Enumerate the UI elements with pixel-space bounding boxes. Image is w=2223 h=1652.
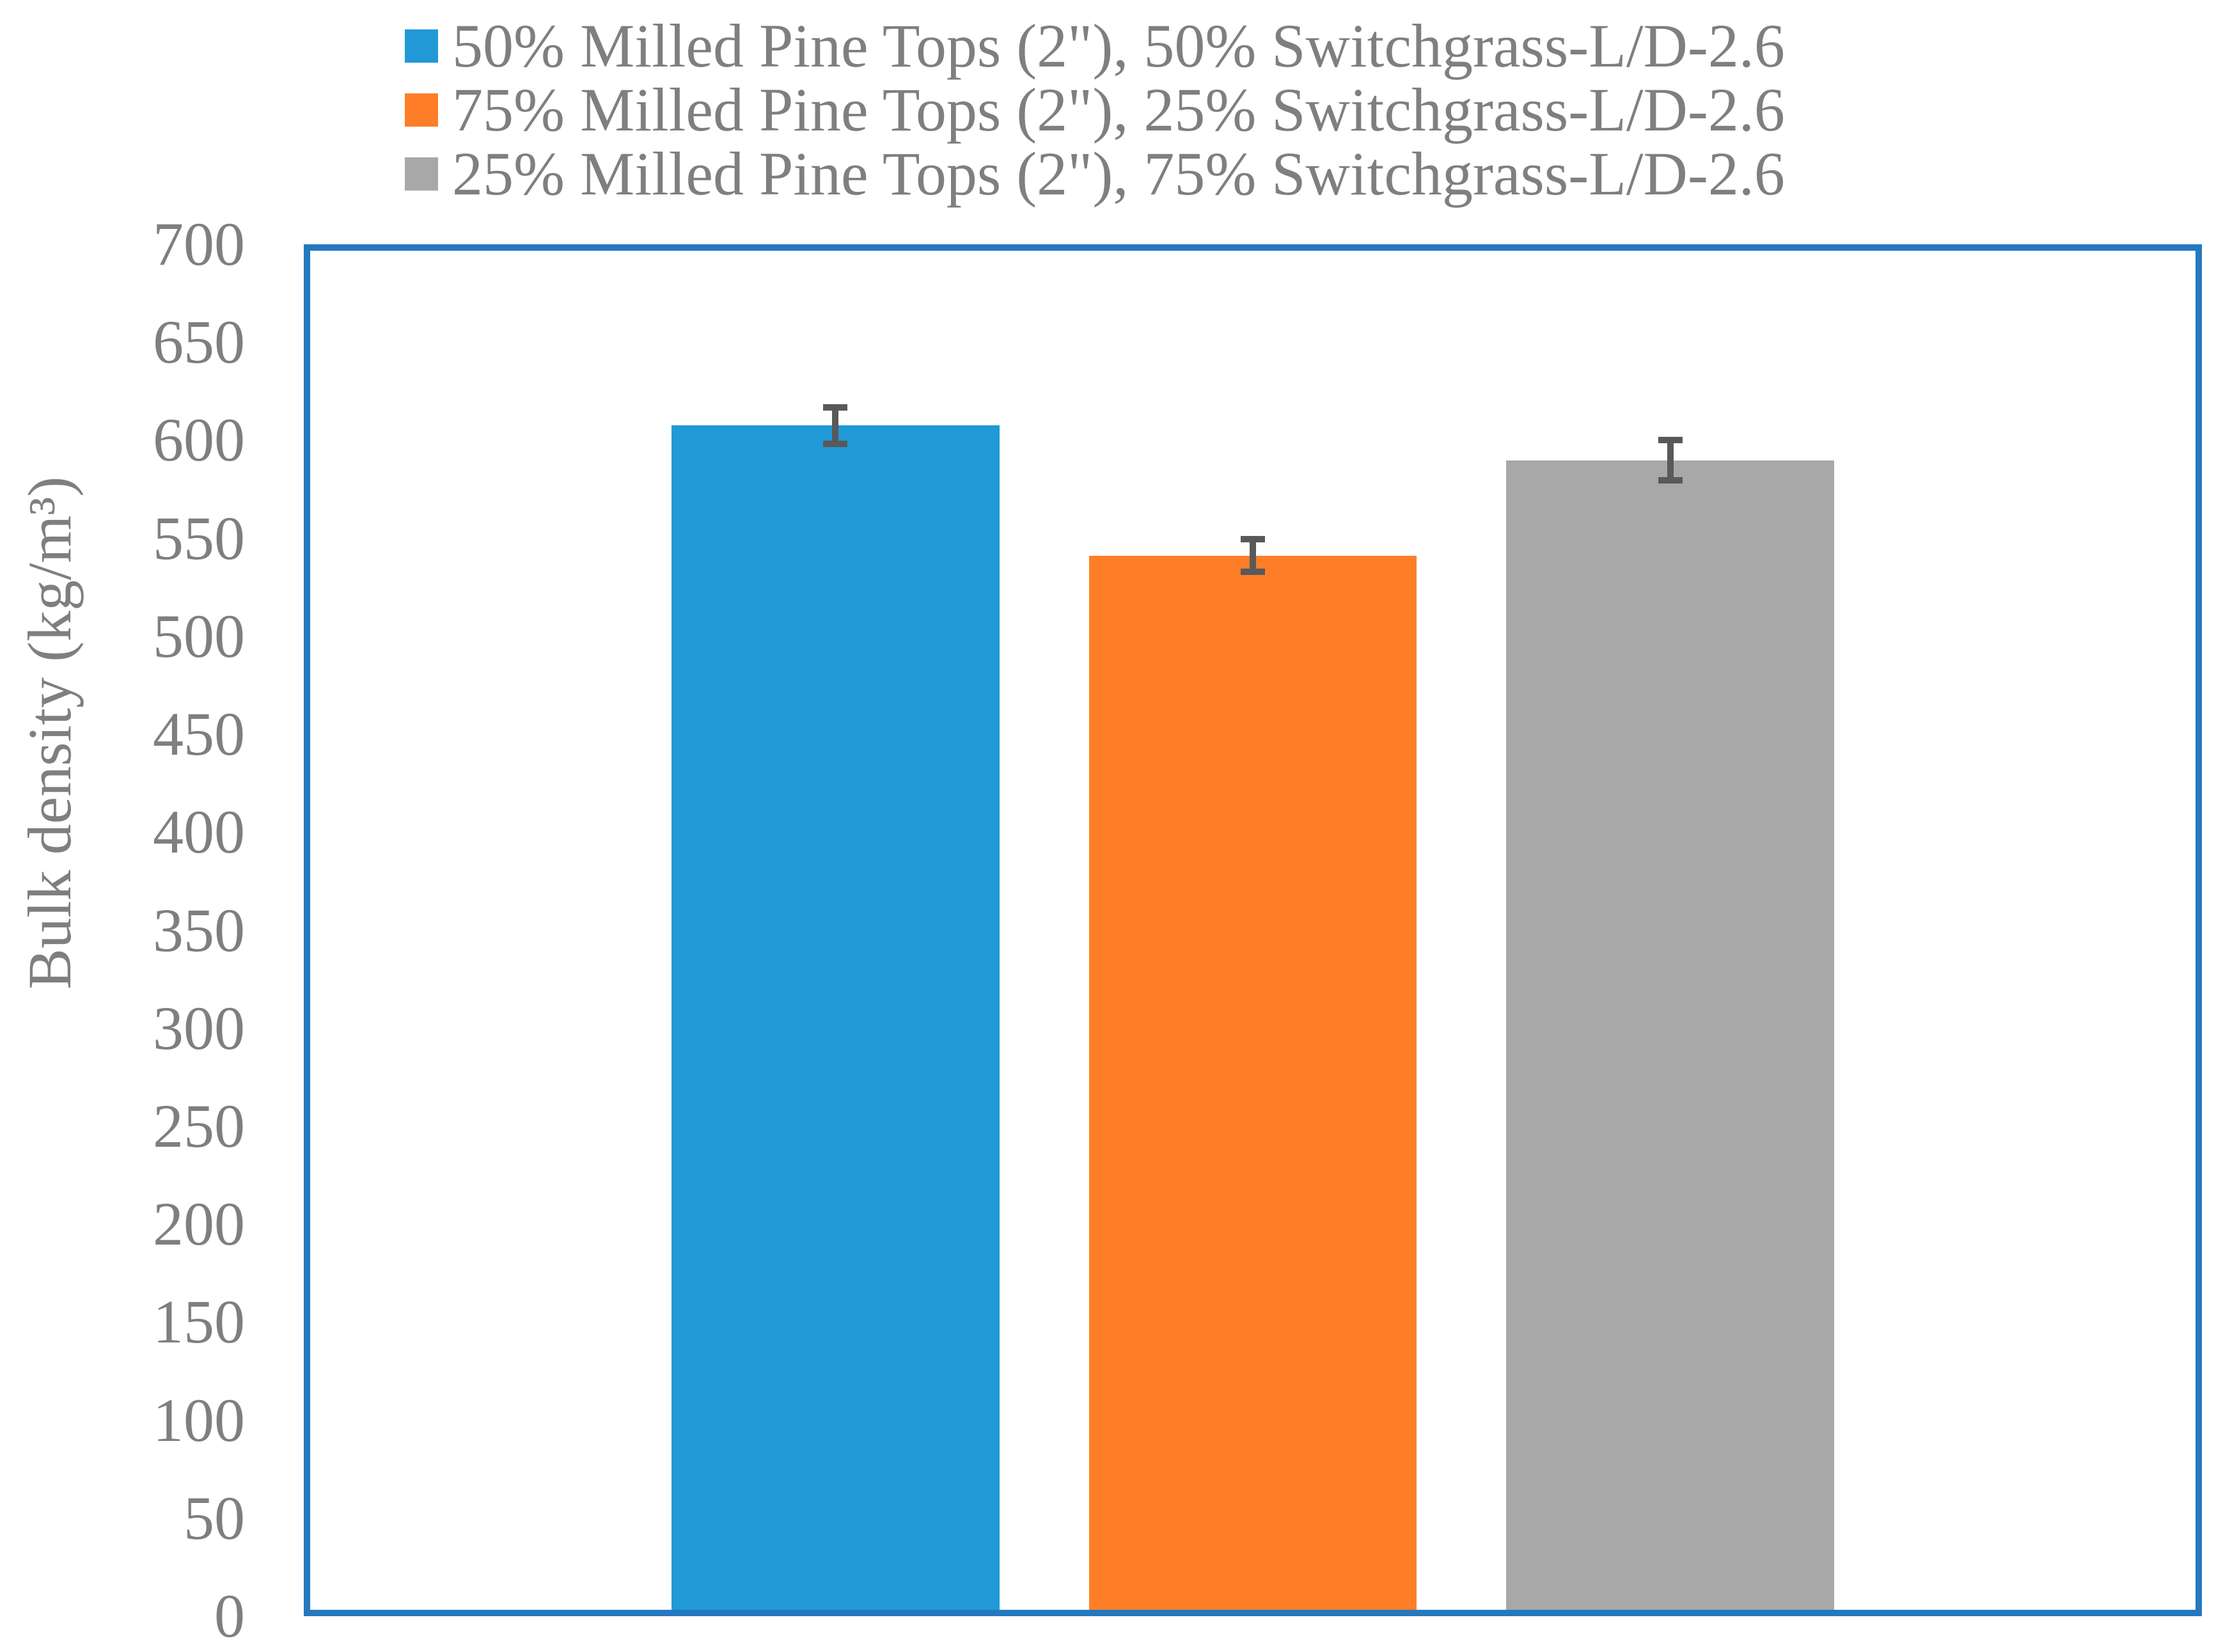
y-tick-label: 500 (153, 601, 245, 670)
y-tick-label: 350 (153, 895, 245, 964)
plot-inner (310, 251, 2196, 1610)
y-tick-label: 450 (153, 700, 245, 769)
legend-item: 75% Milled Pine Tops (2"), 25% Switchgra… (405, 78, 1785, 142)
y-tick-label: 400 (153, 798, 245, 867)
y-tick-label: 600 (153, 405, 245, 475)
error-bar-stem (1667, 443, 1674, 478)
bar-series-2 (1506, 460, 1835, 1610)
legend-item: 25% Milled Pine Tops (2"), 75% Switchgra… (405, 142, 1785, 206)
legend-swatch-blue-square (405, 29, 438, 63)
legend-swatch-orange-square (405, 93, 438, 127)
y-tick-label: 300 (153, 993, 245, 1062)
error-bar-stem (1250, 542, 1256, 569)
bar-series-0 (671, 425, 1000, 1610)
legend: 50% Milled Pine Tops (2"), 50% Switchgra… (405, 14, 1785, 206)
y-tick-label: 250 (153, 1091, 245, 1160)
error-bar-series-0 (823, 404, 848, 447)
plot-area (304, 244, 2202, 1616)
y-tick-label: 50 (184, 1483, 245, 1552)
y-tick-label: 200 (153, 1190, 245, 1259)
legend-label: 75% Milled Pine Tops (2"), 25% Switchgra… (452, 75, 1785, 144)
y-tick-label: 150 (153, 1287, 245, 1357)
legend-item: 50% Milled Pine Tops (2"), 50% Switchgra… (405, 14, 1785, 78)
legend-label: 50% Milled Pine Tops (2"), 50% Switchgra… (452, 12, 1785, 80)
error-bar-series-2 (1658, 437, 1683, 484)
error-bar-series-1 (1241, 536, 1265, 575)
legend-swatch-gray-square (405, 157, 438, 191)
y-tick-label: 650 (153, 308, 245, 377)
legend-label: 25% Milled Pine Tops (2"), 75% Switchgra… (452, 139, 1785, 208)
error-bar-stem (832, 410, 839, 441)
y-tick-label: 0 (214, 1582, 245, 1650)
bar-series-1 (1088, 555, 1417, 1610)
y-tick-label: 100 (153, 1385, 245, 1454)
y-tick-label: 550 (153, 503, 245, 572)
y-axis-tick-labels: 700 650 600 550 500 450 400 350 300 250 200 150 100 5… (0, 214, 245, 1647)
y-tick-label: 700 (153, 210, 245, 278)
